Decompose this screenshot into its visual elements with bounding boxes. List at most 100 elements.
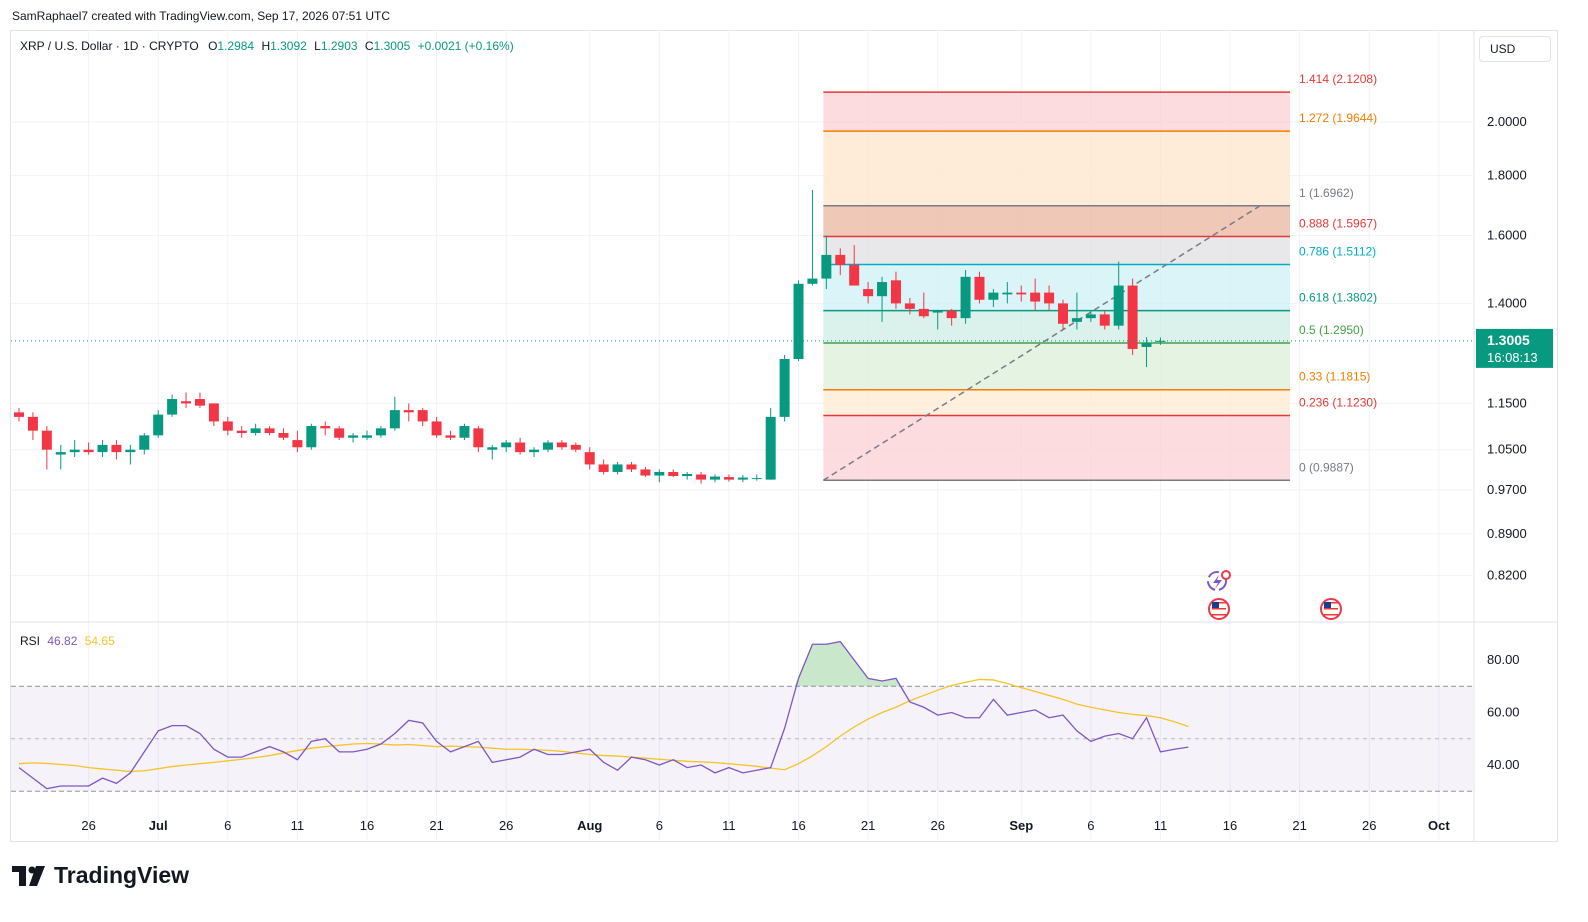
- rsi-tick-label: 60.00: [1487, 705, 1520, 720]
- candle-body: [1141, 343, 1152, 347]
- rsi-overbought-fill: [794, 641, 901, 687]
- fib-level-label: 0.236 (1.1230): [1299, 396, 1377, 410]
- time-tick-label: 6: [656, 818, 663, 833]
- candle-body: [696, 474, 707, 480]
- us-flag-stripe: [1324, 611, 1338, 613]
- candle-body: [431, 421, 442, 436]
- fib-zone: [823, 389, 1290, 416]
- price-tick-label: 1.4000: [1487, 295, 1527, 310]
- open-label: O: [208, 39, 218, 53]
- candle-body: [222, 421, 233, 431]
- candle-body: [654, 471, 665, 476]
- time-tick-label: Jul: [149, 818, 168, 833]
- candle-body: [542, 442, 553, 450]
- candle-body: [473, 428, 484, 448]
- fib-level-label: 1 (1.6962): [1299, 186, 1354, 200]
- candle-body: [1044, 292, 1055, 304]
- candle-body: [1127, 285, 1138, 349]
- candle-body: [83, 449, 94, 453]
- candle-body: [1016, 292, 1027, 295]
- candle-body: [723, 477, 734, 480]
- candle-body: [27, 416, 38, 431]
- candle-body: [348, 435, 359, 438]
- time-tick-label: 16: [360, 818, 374, 833]
- candle-body: [264, 428, 275, 434]
- time-tick-label: 16: [1223, 818, 1237, 833]
- fib-level-label: 0.33 (1.1815): [1299, 370, 1370, 384]
- candle-body: [974, 276, 985, 300]
- candle-body: [167, 399, 178, 415]
- candle-body: [97, 444, 108, 453]
- rsi-label: RSI: [20, 634, 41, 648]
- candle-body: [334, 428, 345, 438]
- candle-body: [417, 410, 428, 422]
- time-tick-label: 11: [1154, 818, 1168, 833]
- fib-level-label: 0.888 (1.5967): [1299, 217, 1377, 231]
- price-tag-countdown: 16:08:13: [1487, 350, 1538, 365]
- symbol-title: XRP / U.S. Dollar · 1D · CRYPTO: [20, 39, 199, 53]
- time-tick-label: 26: [499, 818, 513, 833]
- candle-body: [737, 477, 748, 480]
- price-tick-label: 1.6000: [1487, 227, 1527, 242]
- close-value: 1.3005: [373, 39, 411, 53]
- fib-zone: [823, 205, 1290, 237]
- tradingview-logo[interactable]: TradingView: [12, 862, 189, 889]
- rsi-tick-label: 40.00: [1487, 757, 1520, 772]
- candle-body: [612, 464, 623, 472]
- time-tick-label: 11: [291, 818, 305, 833]
- us-flag-icon[interactable]: [1208, 598, 1230, 620]
- candle-body: [821, 254, 832, 279]
- rsi-legend[interactable]: RSI 46.82 54.65: [20, 634, 115, 648]
- tradingview-logo-icon: [12, 865, 45, 886]
- time-tick-label: 16: [791, 818, 805, 833]
- candle-body: [946, 310, 957, 319]
- chart-attribution: SamRaphael7 created with TradingView.com…: [12, 9, 390, 23]
- candle-body: [1113, 285, 1124, 326]
- candle-body: [640, 469, 651, 476]
- rsi-ma-value: 54.65: [84, 634, 115, 648]
- price-tick-label: 1.8000: [1487, 168, 1527, 183]
- candle-body: [501, 442, 512, 448]
- price-tick-label: 0.8900: [1487, 526, 1527, 541]
- fib-level-label: 0.618 (1.3802): [1299, 291, 1377, 305]
- price-tick-label: 0.8200: [1487, 567, 1527, 582]
- candle-body: [181, 401, 192, 404]
- symbol-legend[interactable]: XRP / U.S. Dollar · 1D · CRYPTO O1.2984 …: [20, 39, 514, 53]
- us-flag-stripe: [1212, 608, 1226, 610]
- candle-body: [236, 430, 247, 434]
- us-flag-canton: [1324, 602, 1331, 608]
- time-tick-label: 21: [429, 818, 443, 833]
- currency-label: USD: [1490, 42, 1516, 56]
- candle-body: [445, 435, 456, 438]
- time-tick-label: 21: [861, 818, 875, 833]
- economic-event-icon[interactable]: [1207, 570, 1231, 591]
- candle-body: [487, 447, 498, 450]
- rsi-tick-label: 80.00: [1487, 652, 1520, 667]
- candle-body: [403, 410, 414, 413]
- candle-body: [598, 464, 609, 472]
- candle-body: [988, 292, 999, 300]
- time-tick-label: 26: [81, 818, 95, 833]
- time-tick-label: 26: [1362, 818, 1376, 833]
- candle-body: [793, 283, 804, 359]
- candle-body: [41, 430, 52, 450]
- candle-body: [1071, 318, 1082, 322]
- us-flag-icon[interactable]: [1320, 598, 1342, 620]
- candle-body: [584, 452, 595, 465]
- low-label: L: [314, 39, 321, 53]
- candle-body: [111, 444, 122, 453]
- candle-body: [292, 440, 303, 448]
- fib-level-label: 0.786 (1.5112): [1299, 245, 1376, 259]
- time-tick-label: 21: [1292, 818, 1306, 833]
- rsi-value: 46.82: [47, 634, 78, 648]
- high-value: 1.3092: [270, 39, 307, 53]
- high-label: H: [261, 39, 271, 53]
- event-bolt: [1213, 575, 1222, 589]
- fib-zone: [823, 343, 1290, 390]
- currency-selector[interactable]: USD: [1479, 36, 1551, 62]
- chart-frame: [10, 30, 1558, 842]
- fib-level-label: 1.414 (2.1208): [1299, 72, 1377, 86]
- close-label: C: [364, 39, 374, 53]
- candle-body: [250, 428, 261, 434]
